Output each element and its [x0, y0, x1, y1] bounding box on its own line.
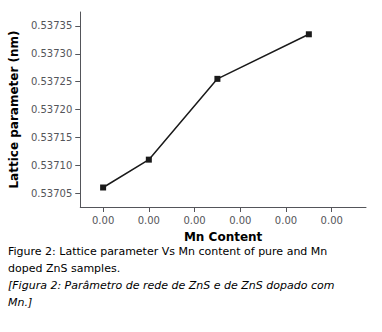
svg-text:0.53730: 0.53730	[31, 48, 72, 59]
svg-text:Mn.]: Mn.]	[8, 296, 32, 309]
svg-text:0.00: 0.00	[92, 215, 114, 226]
svg-text:[Figura 2: Parâmetro de rede d: [Figura 2: Parâmetro de rede de ZnS e de…	[8, 279, 334, 292]
svg-text:0.53720: 0.53720	[31, 104, 72, 115]
svg-text:0.53735: 0.53735	[31, 20, 72, 31]
svg-text:0.53725: 0.53725	[31, 76, 72, 87]
svg-text:0.00: 0.00	[275, 215, 297, 226]
svg-text:Figure 2: Lattice parameter Vs: Figure 2: Lattice parameter Vs Mn conten…	[8, 245, 327, 258]
svg-text:0.53710: 0.53710	[31, 160, 72, 171]
svg-text:doped ZnS samples.: doped ZnS samples.	[8, 262, 120, 275]
svg-text:0.00: 0.00	[138, 215, 160, 226]
svg-text:0.53715: 0.53715	[31, 132, 72, 143]
svg-text:Lattice parameter (nm): Lattice parameter (nm)	[7, 30, 21, 188]
svg-text:0.00: 0.00	[183, 215, 205, 226]
svg-text:0.53705: 0.53705	[31, 188, 72, 199]
svg-text:0.00: 0.00	[229, 215, 251, 226]
svg-text:0.00: 0.00	[321, 215, 343, 226]
svg-text:Mn Content: Mn Content	[184, 230, 263, 244]
